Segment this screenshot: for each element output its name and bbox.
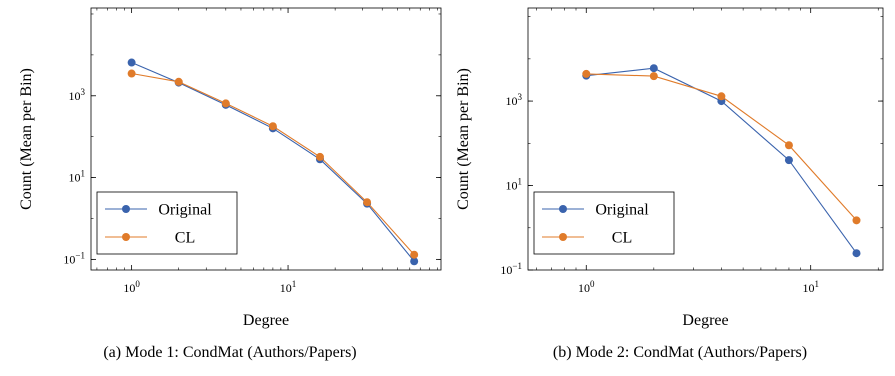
data-point-cl xyxy=(268,122,277,131)
plot-frame xyxy=(90,7,442,271)
data-point-cl xyxy=(410,250,419,259)
x-tick-label: 100 xyxy=(578,279,595,295)
y-tick-label: 101 xyxy=(69,169,86,185)
data-point-cl xyxy=(582,69,591,78)
data-point-original xyxy=(410,257,419,266)
data-point-original xyxy=(649,64,658,73)
plot-frame xyxy=(527,7,884,271)
legend-box xyxy=(533,191,675,255)
caption-mode-1: (a) Mode 1: CondMat (Authors/Papers) xyxy=(103,344,357,361)
x-tick-label: 100 xyxy=(123,279,140,295)
legend-label-cl: CL xyxy=(612,230,632,247)
legend-marker-original xyxy=(122,205,130,213)
legend: Original CL xyxy=(533,191,675,255)
data-point-original xyxy=(127,58,136,67)
data-point-cl xyxy=(852,216,861,225)
x-axis-label: Degree xyxy=(243,312,289,329)
data-point-cl xyxy=(363,198,372,207)
data-point-cl xyxy=(784,141,793,150)
legend-marker-cl xyxy=(559,233,567,241)
caption-mode-2: (b) Mode 2: CondMat (Authors/Papers) xyxy=(552,344,808,361)
data-point-original xyxy=(852,249,861,258)
data-point-cl xyxy=(315,152,324,161)
data-point-cl xyxy=(221,99,230,108)
legend-marker-cl xyxy=(122,233,130,241)
data-point-original xyxy=(784,156,793,165)
data-point-cl xyxy=(174,77,183,86)
data-point-cl xyxy=(127,69,136,78)
legend: Original CL xyxy=(96,191,238,255)
legend-label-cl: CL xyxy=(175,230,195,247)
y-axis-label: Count (Mean per Bin) xyxy=(455,68,472,210)
data-point-cl xyxy=(717,92,726,101)
x-axis-label: Degree xyxy=(682,312,728,329)
x-tick-label: 101 xyxy=(802,279,819,295)
legend-label-original: Original xyxy=(595,202,649,219)
y-tick-label: 101 xyxy=(506,177,523,193)
x-tick-label: 101 xyxy=(280,279,297,295)
legend-box xyxy=(96,191,238,255)
legend-marker-original xyxy=(559,205,567,213)
y-axis-label: Count (Mean per Bin) xyxy=(18,68,35,210)
y-tick-label: 10−1 xyxy=(500,261,522,277)
y-tick-label: 103 xyxy=(69,87,86,103)
y-tick-label: 10−1 xyxy=(63,250,85,266)
legend-label-original: Original xyxy=(158,202,212,219)
y-tick-label: 103 xyxy=(506,92,523,108)
data-point-cl xyxy=(649,72,658,81)
